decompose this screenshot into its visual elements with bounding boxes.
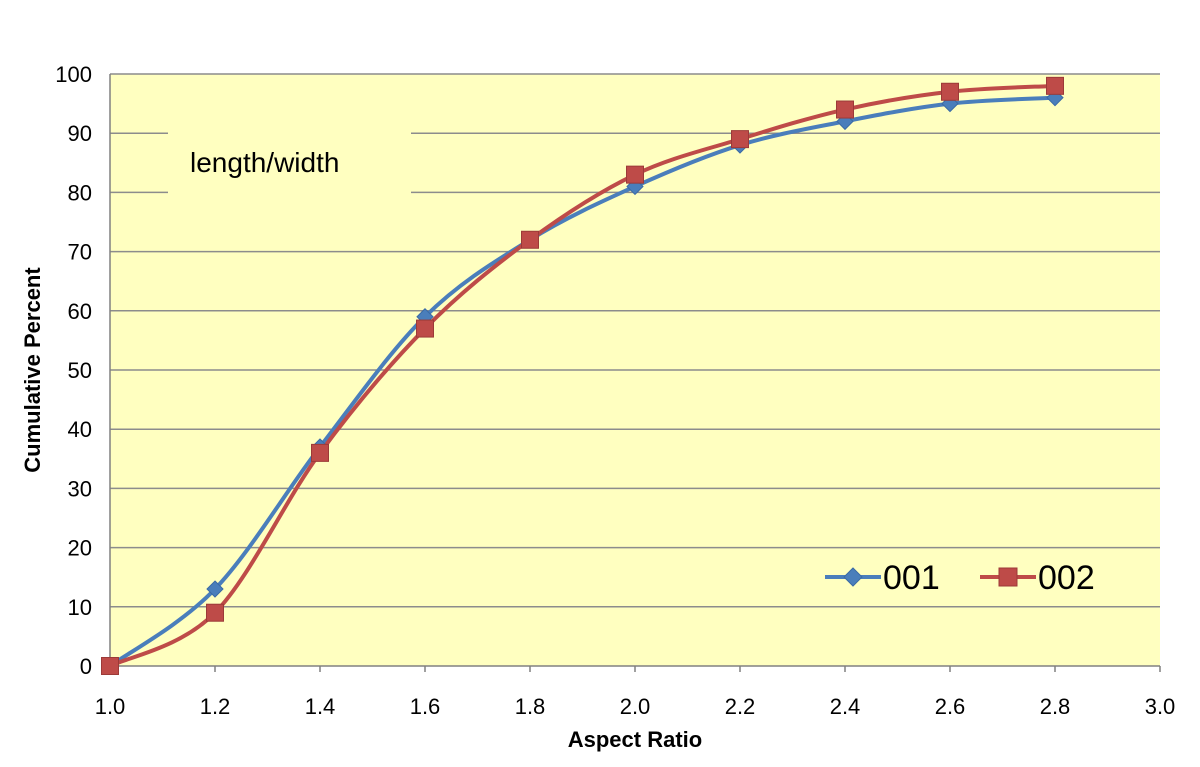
legend-marker-001 [843,567,863,587]
x-tick-label: 2.8 [1040,694,1071,719]
y-tick-label: 30 [68,476,92,501]
legend: 001 002 [825,559,1095,597]
series-002-point [1046,76,1064,95]
series-002-point [836,100,854,119]
y-axis-title: Cumulative Percent [20,267,45,473]
y-tick-label: 90 [68,121,92,146]
series-002-point [101,657,119,675]
x-tick-label: 2.2 [725,694,756,719]
series-002-point [311,443,329,462]
series-group [101,76,1064,675]
series-002-line [109,83,1056,668]
series-002-point [416,319,434,338]
legend-label-001: 001 [883,559,940,597]
y-tick-label: 10 [68,595,92,620]
x-tick-label: 2.0 [620,694,651,719]
y-axis-ticks: 0 10 20 30 40 50 60 70 80 90 100 [55,62,92,679]
x-tick-label: 1.2 [200,694,231,719]
series-002-point [626,165,644,184]
y-tick-label: 70 [68,240,92,265]
x-tick-label: 1.8 [515,694,546,719]
x-tick-label: 3.0 [1145,694,1176,719]
y-tick-label: 60 [68,299,92,324]
series-002-point [941,82,959,101]
x-tick-label: 1.0 [95,694,126,719]
annotation-box [168,112,411,207]
y-tick-label: 100 [55,62,92,87]
x-tick-label: 2.6 [935,694,966,719]
x-axis-ticks: 1.0 1.2 1.4 1.6 1.8 2.0 2.2 2.4 2.6 2.8 3.0 [95,666,1176,719]
x-axis-title: Aspect Ratio [568,727,702,752]
y-tick-label: 0 [80,654,92,679]
x-tick-label: 2.4 [830,694,861,719]
legend-marker-002 [998,567,1018,587]
series-001-point [206,580,224,598]
y-tick-label: 50 [68,358,92,383]
series-002-point [206,603,224,622]
series-002-point [731,130,749,149]
x-tick-label: 1.4 [305,694,336,719]
y-tick-label: 40 [68,417,92,442]
x-tick-label: 1.6 [410,694,441,719]
y-tick-label: 20 [68,536,92,561]
annotation-text: length/width [190,147,339,178]
series-002-point [521,230,539,249]
legend-label-002: 002 [1038,559,1095,597]
y-tick-label: 80 [68,180,92,205]
